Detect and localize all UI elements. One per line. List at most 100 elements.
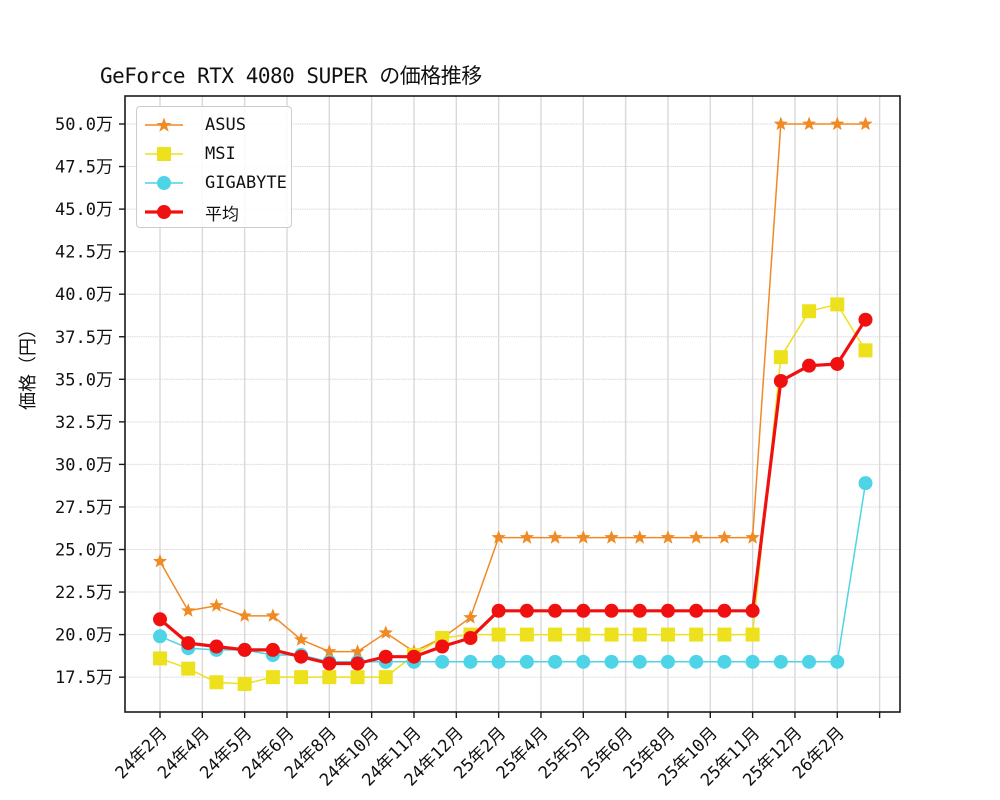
y-tick-label: 37.5万 — [55, 328, 113, 348]
star-marker-icon — [294, 632, 309, 646]
square-marker-icon — [181, 661, 196, 676]
circle-marker-icon — [145, 205, 183, 219]
circle-marker-icon — [858, 476, 873, 491]
legend-item-gigabyte: GIGABYTE — [143, 171, 287, 195]
circle-marker-icon — [830, 654, 845, 669]
circle-marker-icon — [689, 603, 704, 618]
square-marker-icon — [378, 670, 393, 685]
star-marker-icon — [265, 608, 280, 622]
square-marker-icon — [717, 627, 732, 642]
star-marker-icon — [237, 608, 252, 622]
circle-marker-icon — [237, 642, 252, 657]
circle-marker-icon — [435, 654, 450, 669]
square-marker-icon — [322, 670, 337, 685]
star-marker-icon — [181, 603, 196, 617]
star-marker-icon — [463, 610, 478, 624]
star-marker-icon — [322, 644, 337, 658]
circle-marker-icon — [802, 358, 817, 373]
square-marker-icon — [519, 627, 534, 642]
square-marker-icon — [548, 627, 563, 642]
star-marker-icon — [689, 530, 704, 544]
y-tick-label: 20.0万 — [55, 626, 113, 646]
y-tick-label: 22.5万 — [55, 583, 113, 603]
star-marker-icon — [209, 598, 224, 612]
star-marker-icon — [547, 530, 563, 544]
star-marker-icon — [604, 530, 619, 544]
y-tick-label: 35.0万 — [55, 370, 113, 390]
series-layer — [152, 116, 873, 691]
square-marker-icon — [604, 627, 619, 642]
legend-item-asus: ASUS — [143, 113, 246, 137]
circle-marker-icon — [604, 654, 619, 669]
circle-marker-icon — [153, 612, 167, 627]
legend-label: 平均 — [205, 204, 239, 225]
circle-marker-icon — [773, 654, 788, 669]
square-marker-icon — [689, 627, 704, 642]
series-MSI — [153, 297, 873, 691]
circle-marker-icon — [858, 312, 873, 327]
square-marker-icon — [858, 343, 873, 358]
square-marker-icon — [265, 670, 280, 685]
square-marker-icon — [773, 350, 788, 365]
circle-marker-icon — [717, 603, 732, 618]
circle-marker-icon — [350, 656, 365, 671]
square-marker-icon — [802, 304, 817, 319]
circle-marker-icon — [322, 656, 337, 671]
circle-marker-icon — [717, 654, 732, 669]
star-marker-icon — [830, 116, 845, 131]
y-tick-label: 30.0万 — [55, 455, 113, 475]
circle-marker-icon — [181, 636, 196, 651]
square-marker-icon — [237, 676, 252, 691]
legend-label: GIGABYTE — [205, 173, 287, 193]
circle-marker-icon — [632, 654, 647, 669]
circle-marker-icon — [604, 603, 619, 618]
legend-item-msi: MSI — [143, 142, 236, 166]
legend-label: ASUS — [205, 115, 246, 135]
y-tick-label: 42.5万 — [55, 243, 113, 263]
square-marker-icon — [830, 297, 845, 312]
star-marker-icon — [717, 530, 732, 544]
star-marker-icon — [519, 530, 534, 544]
y-tick-label: 32.5万 — [55, 413, 113, 433]
square-marker-icon — [745, 627, 760, 642]
star-marker-icon — [801, 116, 817, 131]
circle-marker-icon — [435, 639, 450, 654]
circle-marker-icon — [632, 603, 647, 618]
star-marker-icon — [858, 116, 873, 131]
circle-marker-icon — [153, 629, 167, 644]
circle-marker-icon — [463, 631, 478, 646]
circle-marker-icon — [576, 654, 591, 669]
series-平均 — [153, 312, 873, 671]
circle-marker-icon — [463, 654, 478, 669]
circle-marker-icon — [491, 603, 506, 618]
star-marker-icon — [576, 530, 591, 544]
circle-marker-icon — [660, 603, 675, 618]
circle-marker-icon — [830, 356, 845, 371]
square-marker-icon — [660, 627, 675, 642]
chart-title: GeForce RTX 4080 SUPER の価格推移 — [100, 64, 482, 88]
circle-marker-icon — [689, 654, 704, 669]
star-marker-icon — [350, 644, 365, 658]
square-marker-icon — [632, 627, 647, 642]
circle-marker-icon — [802, 654, 817, 669]
plot-frame — [124, 95, 901, 713]
x-axis-ticks: 24年2月24年4月24年5月24年6月24年8月24年10月24年11月24年… — [112, 712, 881, 791]
star-marker-icon — [745, 530, 760, 544]
circle-marker-icon — [265, 642, 280, 657]
circle-marker-icon — [145, 176, 183, 190]
circle-marker-icon — [406, 649, 421, 664]
circle-marker-icon — [378, 649, 393, 664]
circle-marker-icon — [548, 603, 563, 618]
star-marker-icon — [660, 530, 676, 544]
circle-marker-icon — [548, 654, 563, 669]
square-marker-icon — [145, 147, 183, 161]
star-marker-icon — [773, 116, 788, 131]
y-tick-label: 47.5万 — [55, 158, 113, 178]
y-axis-ticks: 17.5万 20.0万 22.5万 25.0万 27.5万 30.0万 32.5万 35.0万… — [55, 115, 125, 688]
circle-marker-icon — [519, 654, 534, 669]
star-marker-icon — [152, 553, 168, 568]
circle-marker-icon — [745, 603, 760, 618]
square-marker-icon — [294, 670, 309, 685]
circle-marker-icon — [576, 603, 591, 618]
